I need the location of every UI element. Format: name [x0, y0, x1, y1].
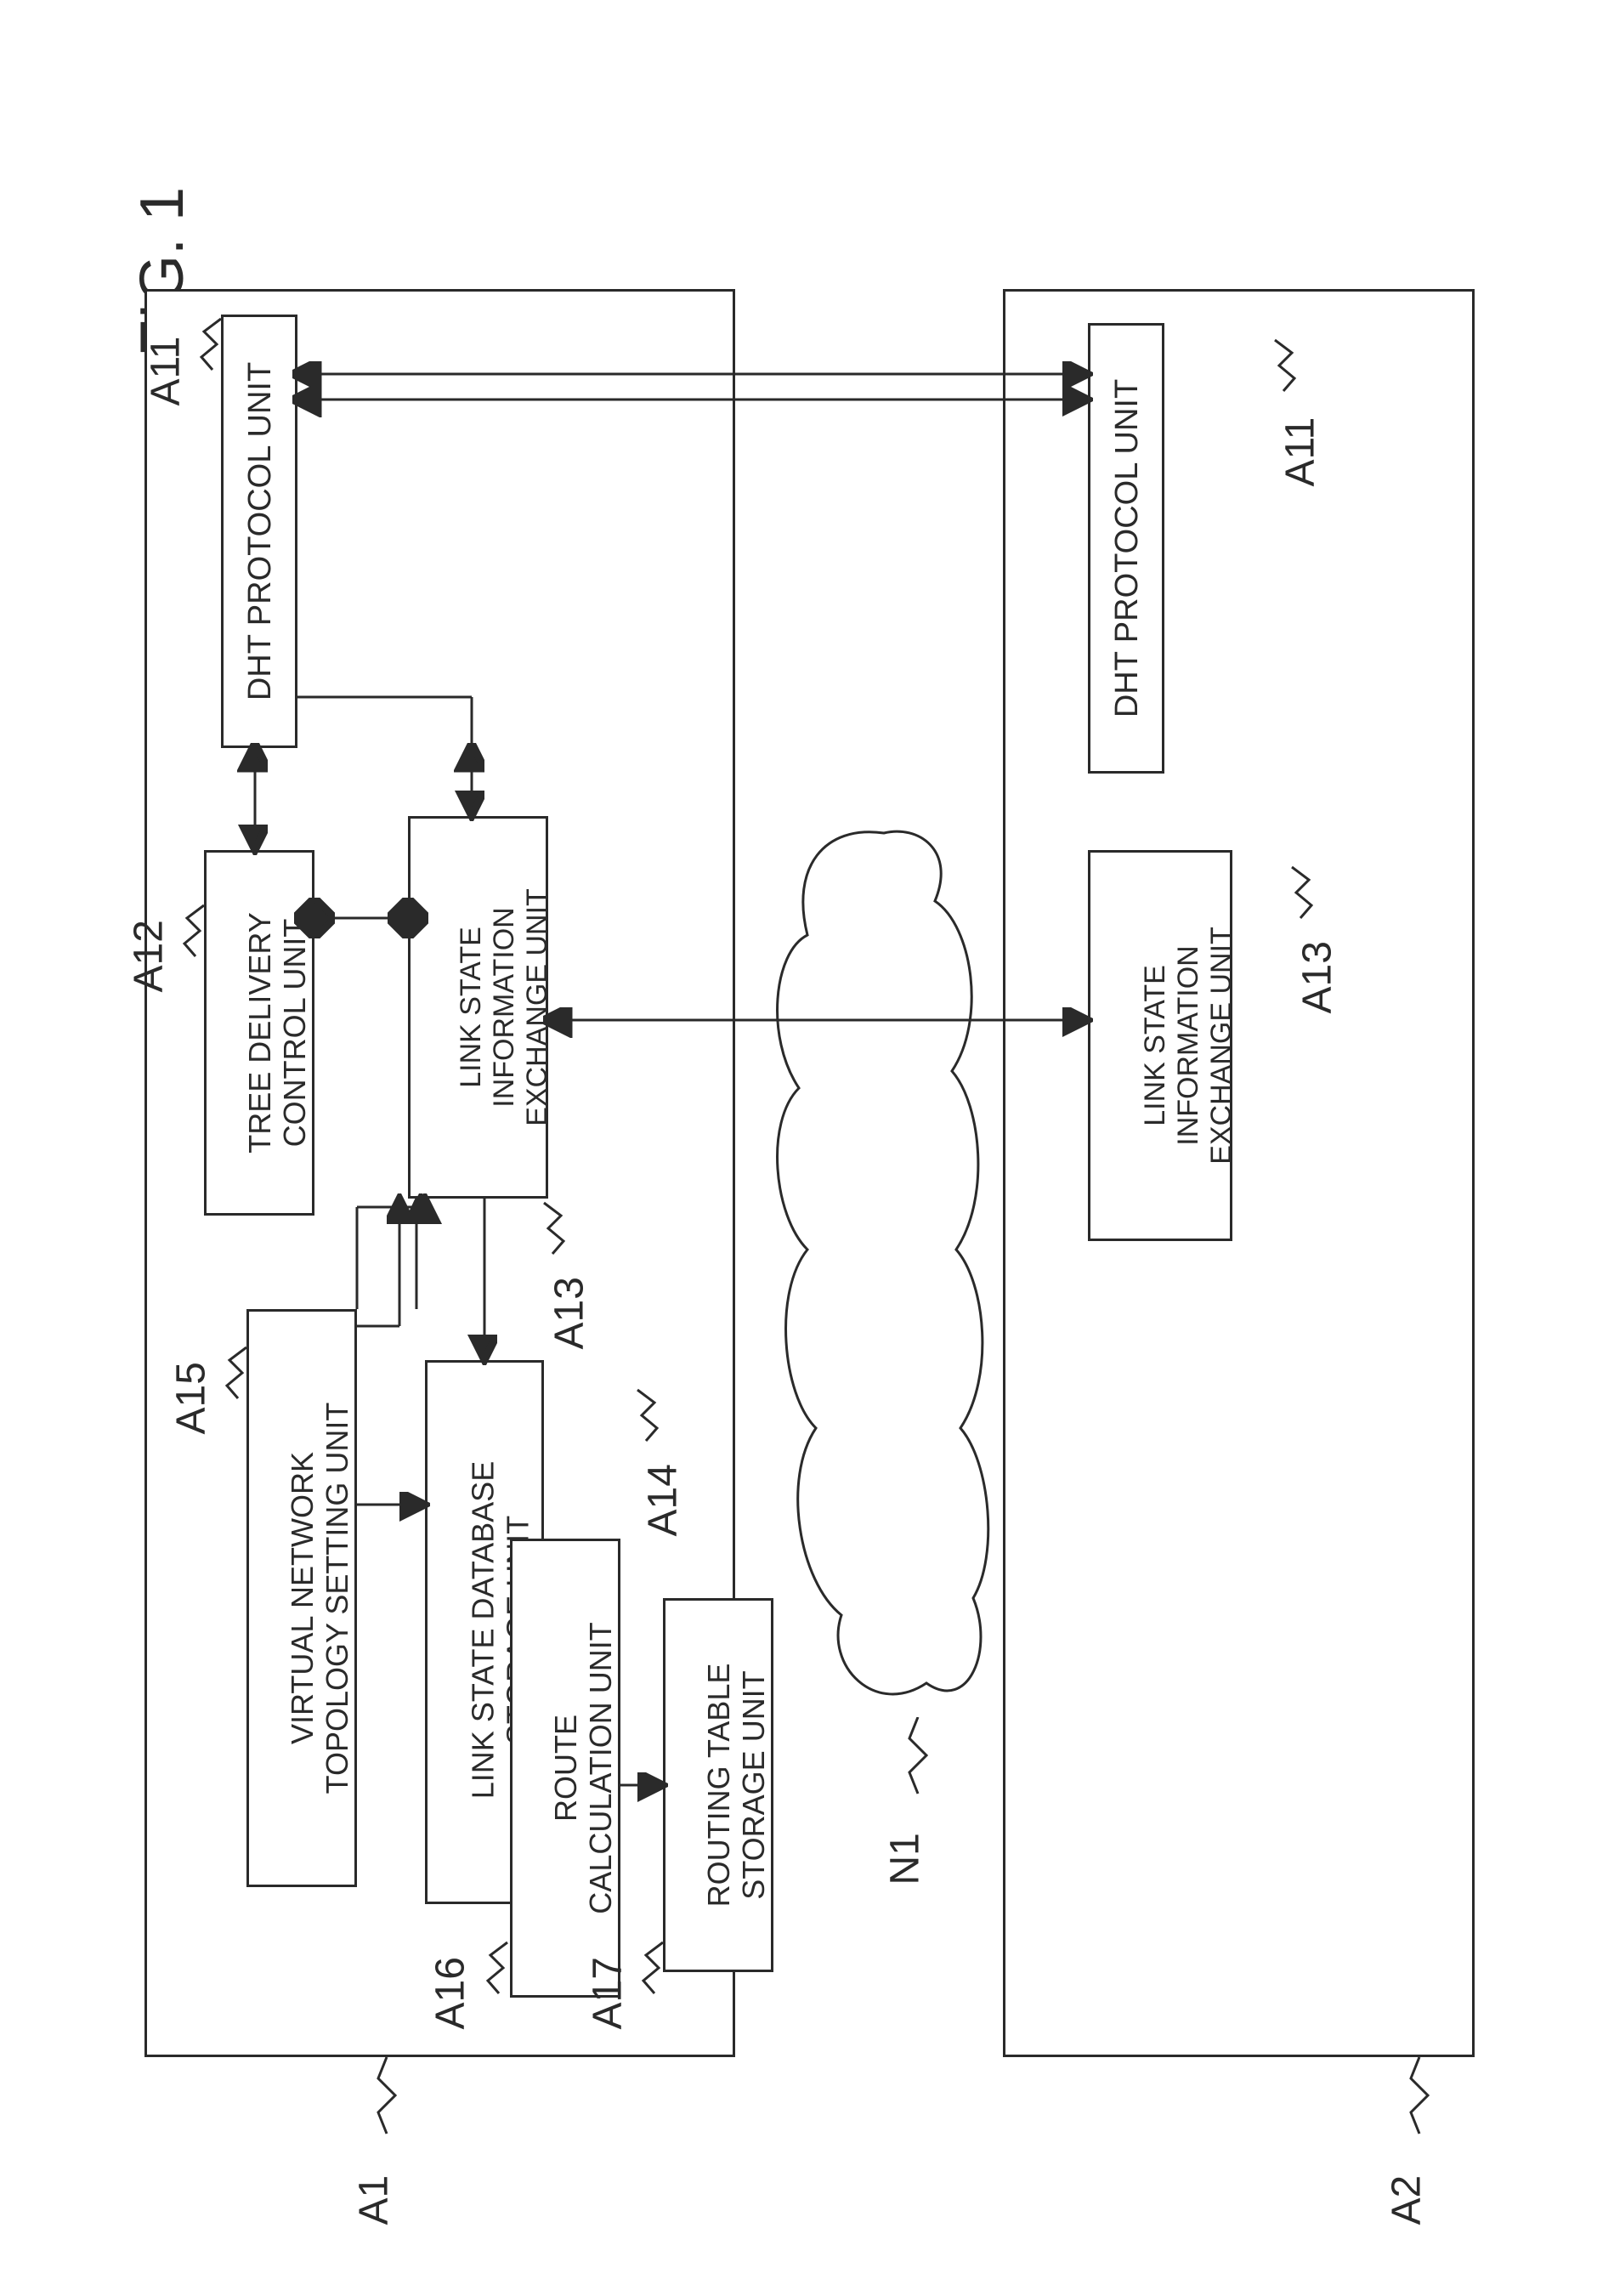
connectors-2	[0, 0, 1597, 2296]
diagram-page: FIG. 1 A1 A2 DHT PROTOCOL UNIT A11 TREE …	[0, 0, 1597, 2296]
